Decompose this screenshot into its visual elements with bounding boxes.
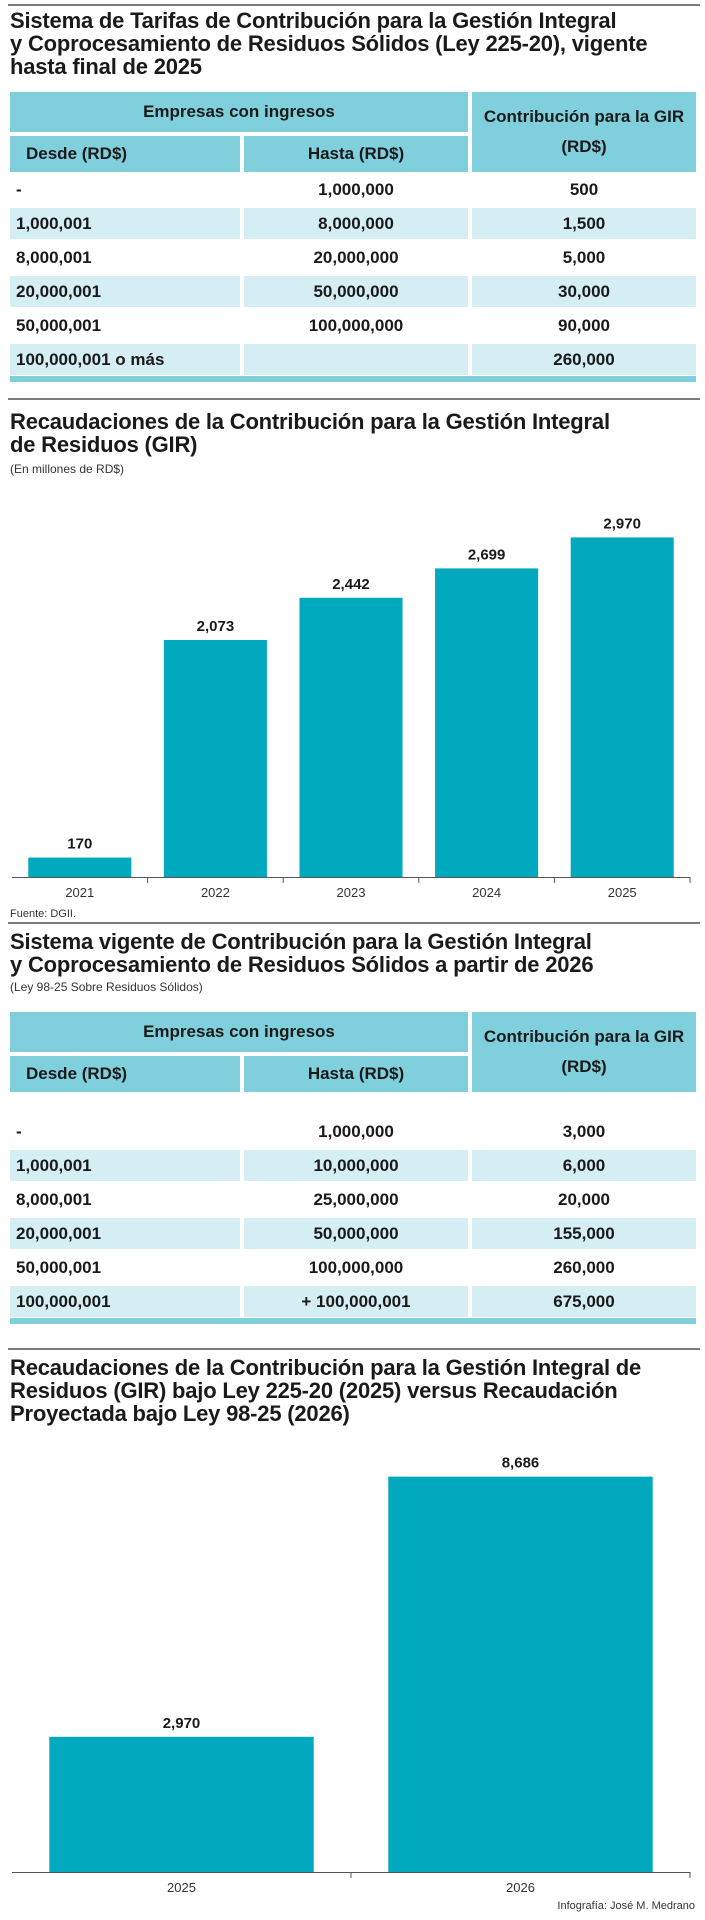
chart1-xtick-label-2023: 2023 [337,885,366,900]
chart1-bar-2022 [163,639,267,877]
table2-cell-contrib: 6,000 [472,1150,696,1181]
table2-col-contrib-line1: Contribución para la GIR [483,1027,685,1046]
table2-cell-desde: 1,000,001 [10,1150,240,1181]
table1-cell-contrib: 30,000 [472,276,696,307]
table1-cell-hasta [244,344,468,375]
table1-cell-hasta: 100,000,000 [308,315,404,335]
table2-title-line2: y Coprocesamiento de Residuos Sólidos a … [10,952,594,977]
table1-bottom-bar [10,376,696,382]
chart2-value-label-2025: 2,970 [163,1715,201,1732]
table2-cell-hasta: 10,000,000 [244,1150,468,1181]
table2-cell-desde: 8,000,001 [16,1189,92,1209]
table1-group-header: Empresas con ingresos [10,92,468,132]
table1-cell-desde: 100,000,001 o más [10,344,240,375]
chart1-title-line1: Recaudaciones de la Contribución para la… [10,409,610,434]
table1-col-contrib: Contribución para la GIR (RD$) [472,92,696,172]
chart1-value-label-2023: 2,442 [332,576,370,593]
credit: Infografía: José M. Medrano [557,1900,695,1912]
chart1-title-line2: de Residuos (GIR) [10,432,198,457]
chart2-svg: 2,970 2025 8,686 2026 [12,1455,691,1892]
table2-cell-contrib: 675,000 [472,1286,696,1317]
chart1-bar-2021 [28,857,132,877]
table2-cell-desde: - [16,1121,22,1141]
table2-cell-hasta: 50,000,000 [244,1218,468,1249]
chart1-value-label-2021: 170 [67,836,92,853]
chart2-divider [8,1348,700,1350]
table2-cell-desde: 20,000,001 [10,1218,240,1249]
table1-cell-contrib: 500 [569,179,599,199]
chart1-xtick-label-2021: 2021 [65,885,94,900]
chart1-bar-2024 [435,568,539,877]
chart1-divider [8,398,700,400]
table1-cell-contrib: 5,000 [562,247,606,267]
chart1-value-label-2022: 2,073 [197,618,235,635]
table1-cell-desde: 20,000,001 [10,276,240,307]
chart2-xtick-label-2026: 2026 [506,1880,535,1892]
chart1-xtick-label-2022: 2022 [201,885,230,900]
table1-title-line3: hasta final de 2025 [10,54,202,79]
table1-col-desde: Desde (RD$) [10,136,240,172]
chart1-value-label-2025: 2,970 [603,515,641,532]
table1-title-line2: y Coprocesamiento de Residuos Sólidos (L… [10,31,648,56]
chart1-subtitle: (En millones de RD$) [10,462,125,476]
table1-col-contrib-line2: (RD$) [561,137,607,156]
table1-col-hasta: Hasta (RD$) [244,136,468,172]
table2-cell-hasta: 100,000,000 [308,1257,404,1277]
table1-title-line1: Sistema de Tarifas de Contribución para … [10,8,617,33]
table2-cell-desde: 100,000,001 [10,1286,240,1317]
chart1-bar-2023 [299,597,403,877]
table1-cell-hasta: 1,000,000 [318,179,394,199]
chart1-bar-2025 [570,537,674,877]
table1-cell-hasta: 8,000,000 [244,208,468,239]
table2-cell-hasta: 25,000,000 [313,1189,399,1209]
table1-cell-desde: 1,000,001 [10,208,240,239]
chart2-title-line3: Proyectada bajo Ley 98-25 (2026) [10,1401,350,1426]
chart1-xtick-label-2025: 2025 [608,885,637,900]
table2-col-desde: Desde (RD$) [10,1056,240,1092]
chart2-bar-2026 [388,1476,653,1872]
table1-cell-contrib: 1,500 [472,208,696,239]
table2-bottom-bar [10,1318,696,1324]
chart2-xtick-label-2025: 2025 [167,1880,196,1892]
chart1-value-label-2024: 2,699 [468,546,506,563]
table2-subtitle: (Ley 98-25 Sobre Residuos Sólidos) [10,980,203,994]
table2-title-line1: Sistema vigente de Contribución para la … [10,929,592,954]
chart1-xtick-label-2024: 2024 [472,885,501,900]
chart2-title-line1: Recaudaciones de la Contribución para la… [10,1355,642,1380]
table2-col-contrib-line2: (RD$) [561,1057,607,1076]
top-divider [8,4,700,6]
table2-cell-contrib: 3,000 [562,1121,606,1141]
chart2-value-label-2026: 8,686 [502,1455,540,1472]
table1-col-contrib-line1: Contribución para la GIR [483,107,685,126]
chart1-svg: 170 2021 2,073 2022 2,442 2023 2,699 2024 2,970 2… [12,515,691,900]
table2-group-header: Empresas con ingresos [10,1012,468,1052]
table1-cell-hasta: 50,000,000 [244,276,468,307]
table2-cell-desde: 50,000,001 [16,1257,102,1277]
table1-cell-contrib: 90,000 [558,315,610,335]
chart2-bar-2025 [49,1736,314,1872]
table1-cell-hasta: 20,000,000 [313,247,399,267]
table2-cell-contrib: 260,000 [553,1257,615,1277]
chart1-source: Fuente: DGII. [10,908,77,920]
table1-cell-desde: - [16,179,22,199]
table2-col-hasta: Hasta (RD$) [244,1056,468,1092]
chart2-title-line2: Residuos (GIR) bajo Ley 225-20 (2025) ve… [10,1378,618,1403]
table1-cell-desde: 50,000,001 [16,315,102,335]
table2-cell-hasta: + 100,000,001 [244,1286,468,1317]
table2-cell-contrib: 155,000 [472,1218,696,1249]
table1-cell-contrib: 260,000 [472,344,696,375]
table2-cell-contrib: 20,000 [558,1189,610,1209]
table2-col-contrib: Contribución para la GIR (RD$) [472,1012,696,1092]
table2-cell-hasta: 1,000,000 [318,1121,394,1141]
table1-cell-desde: 8,000,001 [16,247,92,267]
table2-divider [8,922,700,924]
